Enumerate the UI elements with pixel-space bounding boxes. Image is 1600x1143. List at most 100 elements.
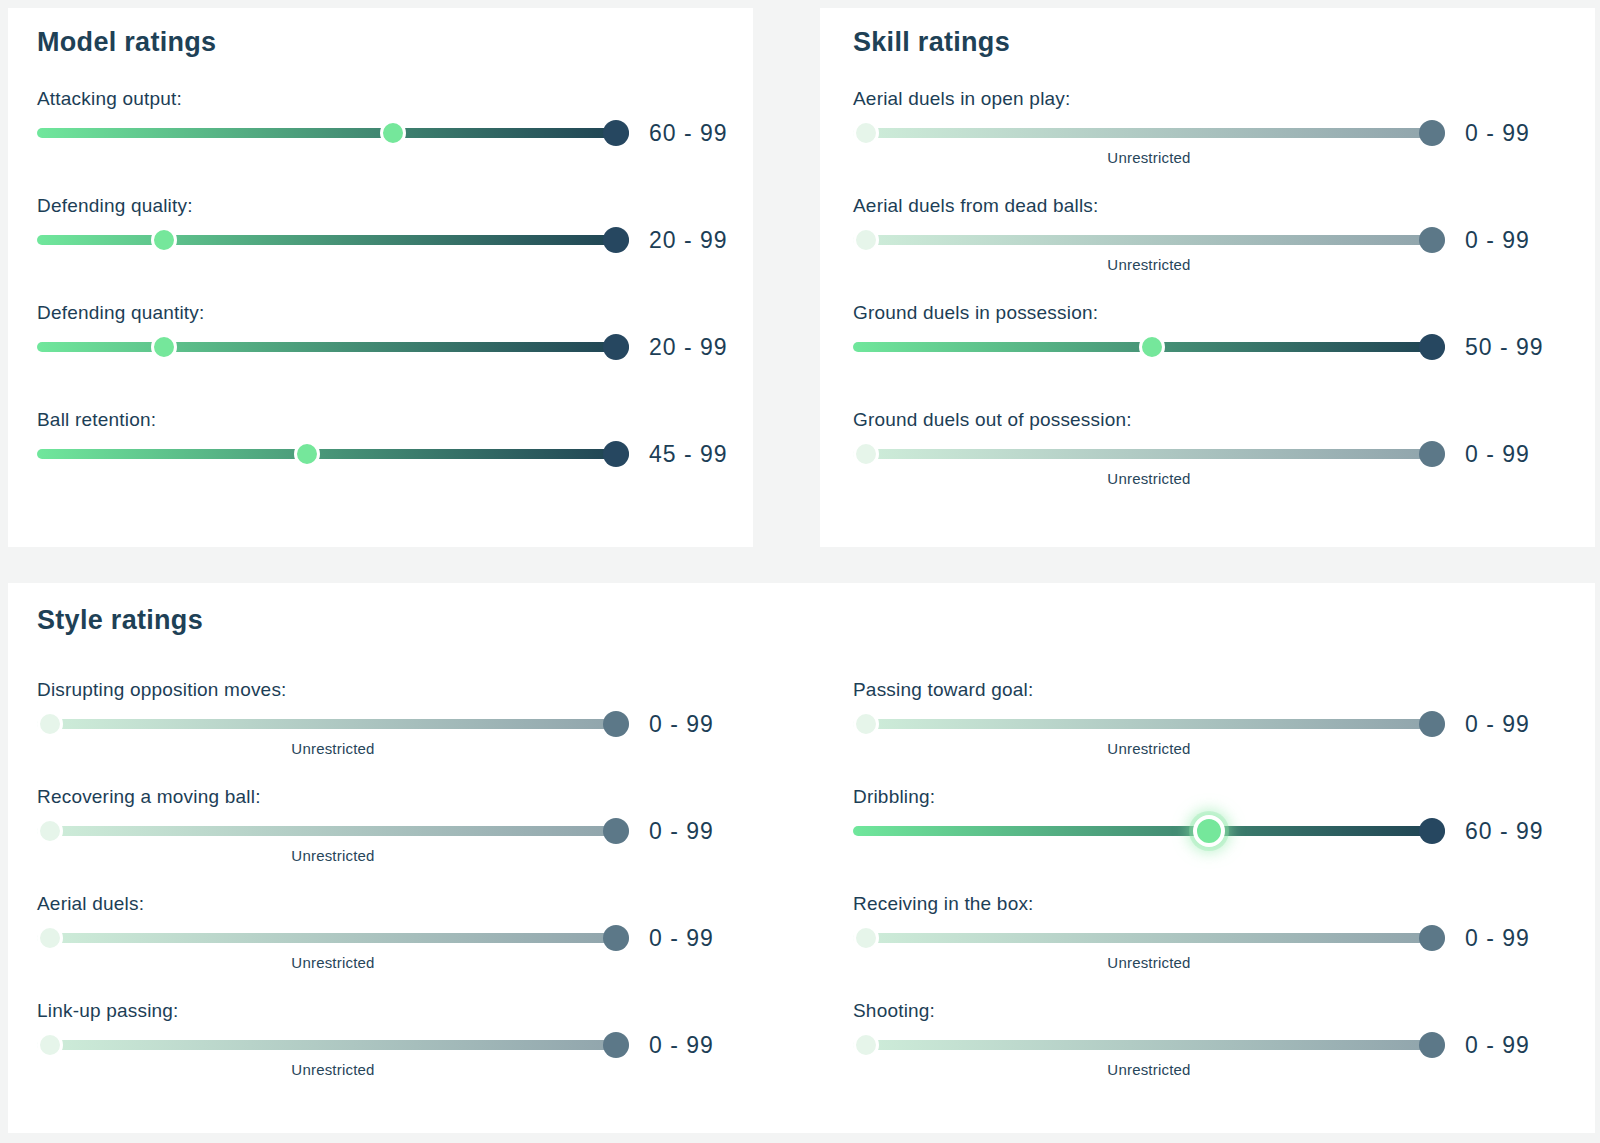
slider-row: Aerial duels in open play: Unrestricted … — [853, 86, 1595, 193]
range-slider[interactable] — [853, 441, 1445, 467]
range-slider[interactable] — [853, 120, 1445, 146]
slider-row: Receiving in the box: Unrestricted 0 - 9… — [853, 891, 1560, 998]
slider-max-handle[interactable] — [1419, 711, 1445, 737]
slider-min-handle[interactable] — [853, 1032, 879, 1058]
slider-track-column: Unrestricted — [853, 711, 1445, 761]
range-slider[interactable] — [853, 925, 1445, 951]
slider-track[interactable] — [37, 933, 629, 943]
slider-label: Aerial duels from dead balls: — [853, 193, 1595, 219]
slider-line: 20 - 99 — [37, 334, 753, 384]
slider-label: Passing toward goal: — [853, 677, 1560, 703]
slider-track-column: Unrestricted — [853, 925, 1445, 975]
slider-label: Dribbling: — [853, 784, 1560, 810]
slider-max-handle[interactable] — [1419, 1032, 1445, 1058]
skill-ratings-title: Skill ratings — [853, 22, 1595, 62]
slider-line: Unrestricted 0 - 99 — [853, 925, 1560, 975]
slider-max-handle[interactable] — [1419, 818, 1445, 844]
slider-max-handle[interactable] — [1419, 227, 1445, 253]
range-slider[interactable] — [37, 227, 629, 253]
slider-track[interactable] — [853, 235, 1445, 245]
top-panels-row: Model ratings Attacking output: 60 - 99 … — [8, 8, 1595, 547]
range-slider[interactable] — [853, 334, 1445, 360]
range-slider[interactable] — [37, 818, 629, 844]
slider-track[interactable] — [37, 1040, 629, 1050]
slider-track-column — [37, 334, 629, 384]
slider-label: Defending quality: — [37, 193, 753, 219]
range-slider[interactable] — [853, 1032, 1445, 1058]
slider-track[interactable] — [37, 449, 629, 459]
slider-min-handle[interactable] — [853, 120, 879, 146]
slider-min-handle[interactable] — [853, 441, 879, 467]
slider-min-handle[interactable] — [37, 711, 63, 737]
unrestricted-caption — [853, 360, 1445, 384]
slider-min-handle[interactable] — [294, 441, 320, 467]
unrestricted-caption — [37, 360, 629, 384]
range-slider[interactable] — [37, 441, 629, 467]
range-slider[interactable] — [37, 711, 629, 737]
slider-track[interactable] — [853, 719, 1445, 729]
slider-range-value: 0 - 99 — [649, 1032, 714, 1058]
model-ratings-title: Model ratings — [37, 22, 753, 62]
slider-min-handle[interactable] — [1139, 334, 1165, 360]
slider-label: Aerial duels: — [37, 891, 744, 917]
slider-max-handle[interactable] — [603, 1032, 629, 1058]
slider-track-column — [37, 227, 629, 277]
slider-track[interactable] — [853, 826, 1445, 836]
slider-min-handle[interactable] — [853, 925, 879, 951]
slider-row: Ground duels in possession: 50 - 99 — [853, 300, 1595, 407]
slider-min-handle[interactable] — [380, 120, 406, 146]
slider-max-handle[interactable] — [1419, 334, 1445, 360]
range-slider[interactable] — [853, 711, 1445, 737]
range-slider[interactable] — [37, 925, 629, 951]
range-slider[interactable] — [37, 334, 629, 360]
slider-track[interactable] — [853, 933, 1445, 943]
slider-min-handle[interactable] — [151, 227, 177, 253]
slider-range-value: 60 - 99 — [649, 120, 728, 146]
skill-ratings-panel: Skill ratings Aerial duels in open play:… — [820, 8, 1595, 547]
slider-label: Attacking output: — [37, 86, 753, 112]
range-slider[interactable] — [853, 818, 1445, 844]
slider-max-handle[interactable] — [603, 711, 629, 737]
slider-track-column — [853, 334, 1445, 384]
slider-max-handle[interactable] — [603, 925, 629, 951]
slider-track[interactable] — [37, 719, 629, 729]
slider-min-handle[interactable] — [853, 227, 879, 253]
slider-min-handle[interactable] — [37, 1032, 63, 1058]
slider-label: Disrupting opposition moves: — [37, 677, 744, 703]
slider-min-handle[interactable] — [1193, 815, 1225, 847]
slider-track[interactable] — [853, 1040, 1445, 1050]
slider-max-handle[interactable] — [1419, 120, 1445, 146]
slider-max-handle[interactable] — [603, 227, 629, 253]
slider-range-value: 20 - 99 — [649, 334, 728, 360]
slider-range-value: 0 - 99 — [1465, 441, 1530, 467]
slider-track[interactable] — [37, 235, 629, 245]
slider-track-column: Unrestricted — [37, 818, 629, 868]
slider-track[interactable] — [37, 342, 629, 352]
slider-min-handle[interactable] — [37, 925, 63, 951]
unrestricted-caption: Unrestricted — [37, 737, 629, 761]
slider-max-handle[interactable] — [1419, 441, 1445, 467]
slider-max-handle[interactable] — [603, 818, 629, 844]
range-slider[interactable] — [37, 120, 629, 146]
slider-range-value: 0 - 99 — [1465, 1032, 1530, 1058]
slider-track[interactable] — [37, 826, 629, 836]
slider-track[interactable] — [853, 449, 1445, 459]
slider-track[interactable] — [853, 128, 1445, 138]
slider-max-handle[interactable] — [603, 441, 629, 467]
slider-line: 50 - 99 — [853, 334, 1595, 384]
range-slider[interactable] — [37, 1032, 629, 1058]
slider-line: Unrestricted 0 - 99 — [37, 818, 744, 868]
slider-min-handle[interactable] — [37, 818, 63, 844]
slider-track-column — [853, 818, 1445, 868]
slider-track-column: Unrestricted — [853, 1032, 1445, 1082]
slider-max-handle[interactable] — [603, 120, 629, 146]
slider-min-handle[interactable] — [853, 711, 879, 737]
slider-track[interactable] — [37, 128, 629, 138]
slider-min-handle[interactable] — [151, 334, 177, 360]
slider-max-handle[interactable] — [603, 334, 629, 360]
slider-track-column: Unrestricted — [853, 227, 1445, 277]
slider-line: Unrestricted 0 - 99 — [853, 441, 1595, 491]
range-slider[interactable] — [853, 227, 1445, 253]
style-ratings-left-column: Disrupting opposition moves: Unrestricte… — [37, 677, 744, 1105]
slider-max-handle[interactable] — [1419, 925, 1445, 951]
